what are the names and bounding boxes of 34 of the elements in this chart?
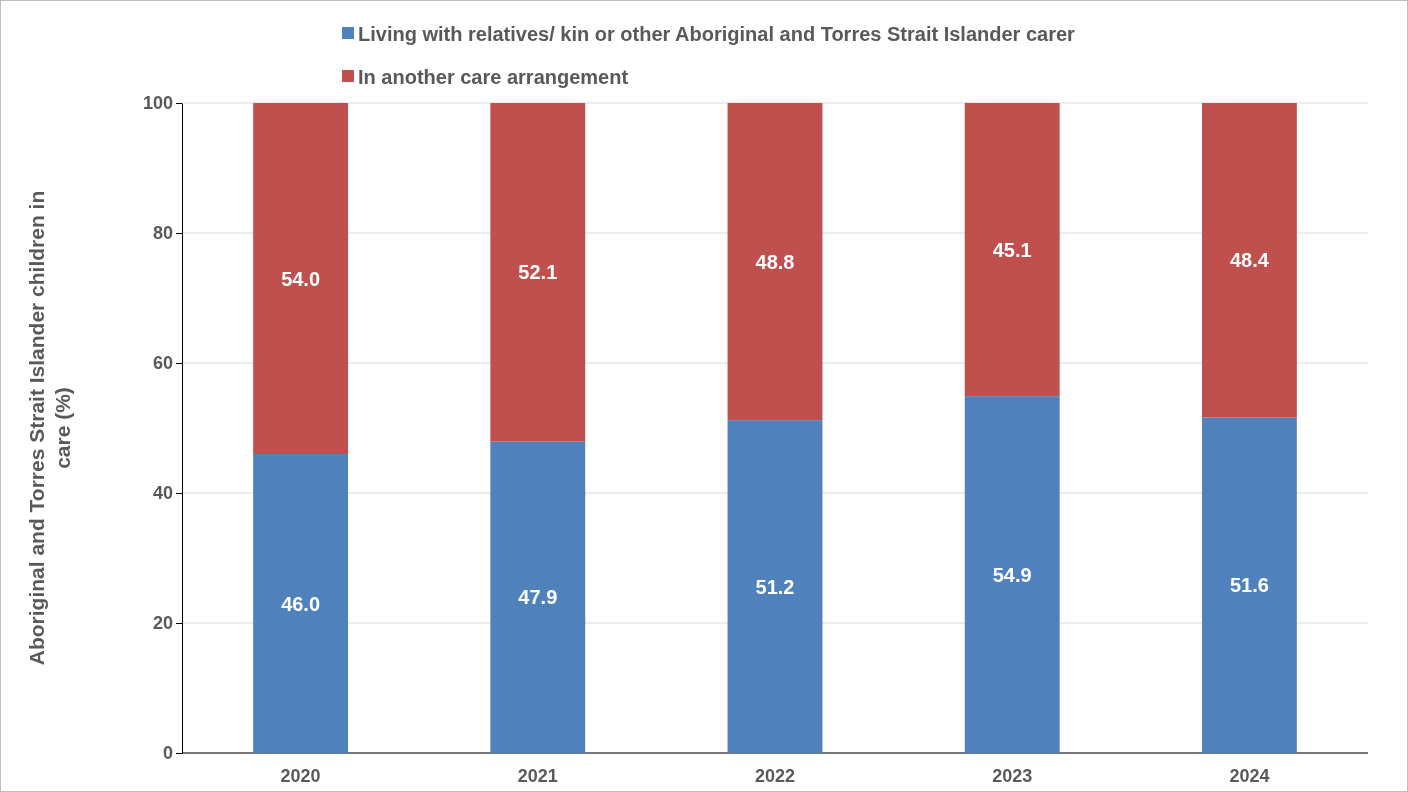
bar bbox=[490, 441, 586, 753]
bar bbox=[253, 103, 349, 454]
data-label: 48.8 bbox=[755, 250, 795, 273]
bar bbox=[1201, 417, 1297, 753]
bar bbox=[1201, 103, 1297, 418]
y-tick-label: 20 bbox=[152, 613, 173, 634]
x-tick-label: 2021 bbox=[517, 765, 558, 786]
bar bbox=[727, 420, 823, 753]
data-label: 47.9 bbox=[518, 586, 558, 609]
y-tick-label: 40 bbox=[152, 483, 173, 504]
bar bbox=[964, 396, 1060, 753]
data-label: 51.2 bbox=[755, 575, 795, 598]
x-tick-label: 2020 bbox=[280, 765, 321, 786]
data-label: 45.1 bbox=[992, 238, 1032, 261]
y-tick-label: 60 bbox=[152, 353, 173, 374]
data-label: 52.1 bbox=[518, 261, 558, 284]
y-tick-label: 0 bbox=[162, 743, 173, 764]
y-tick-label: 100 bbox=[142, 93, 173, 114]
y-axis-title: Aboriginal and Torres Strait Islander children in care (%) bbox=[25, 190, 74, 666]
y-tick-label: 80 bbox=[152, 223, 173, 244]
bar bbox=[964, 103, 1060, 397]
data-label: 54.9 bbox=[992, 563, 1032, 586]
legend-label: In another care arrangement bbox=[358, 66, 629, 88]
legend-label: Living with relatives/ kin or other Aboriginal and Torres Strait Islander carer bbox=[358, 23, 1076, 45]
x-tick-label: 2023 bbox=[992, 765, 1033, 786]
data-label: 51.6 bbox=[1229, 574, 1269, 597]
bar bbox=[253, 454, 349, 753]
data-label: 48.4 bbox=[1229, 249, 1270, 272]
bar bbox=[490, 103, 586, 442]
data-label: 54.0 bbox=[281, 267, 321, 290]
x-tick-label: 2024 bbox=[1229, 765, 1270, 786]
data-label: 46.0 bbox=[281, 592, 321, 615]
bar bbox=[727, 103, 823, 421]
x-tick-label: 2022 bbox=[754, 765, 796, 786]
